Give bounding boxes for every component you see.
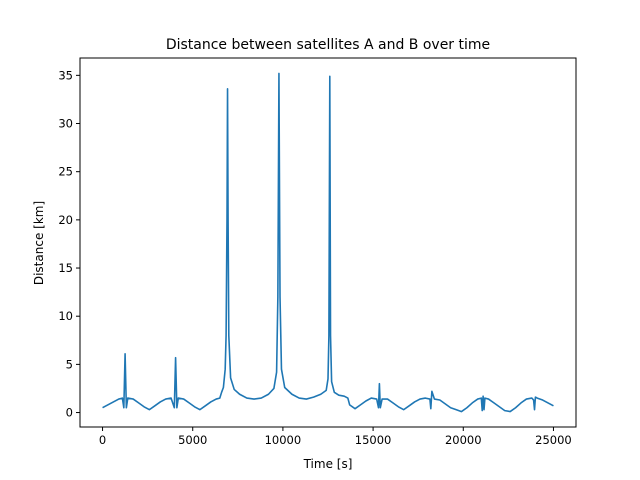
y-axis-label: Distance [km] — [32, 201, 46, 285]
y-tick-label: 0 — [66, 406, 73, 420]
x-tick-label: 10000 — [265, 433, 302, 447]
x-axis-label: Time [s] — [303, 457, 353, 471]
y-tick-label: 30 — [58, 117, 73, 131]
x-tick-label: 20000 — [445, 433, 482, 447]
axis-ticks: 0 5000 10000 15000 20000 25000 0 5 10 15 20 25 30 35 — [58, 68, 571, 447]
x-tick-label: 0 — [99, 433, 106, 447]
axes-frame — [79, 57, 577, 428]
series-line-0 — [102, 72, 554, 413]
y-tick-label: 15 — [58, 261, 73, 275]
x-tick-label: 5000 — [178, 433, 207, 447]
y-tick-label: 25 — [58, 165, 73, 179]
chart-title: Distance between satellites A and B over… — [166, 37, 490, 53]
y-tick-label: 5 — [66, 357, 73, 371]
y-tick-label: 20 — [58, 213, 73, 227]
plot-area — [79, 57, 577, 428]
x-tick-label: 25000 — [535, 433, 572, 447]
y-tick-label: 35 — [58, 68, 73, 82]
y-tick-label: 10 — [58, 309, 73, 323]
x-tick-label: 15000 — [355, 433, 392, 447]
